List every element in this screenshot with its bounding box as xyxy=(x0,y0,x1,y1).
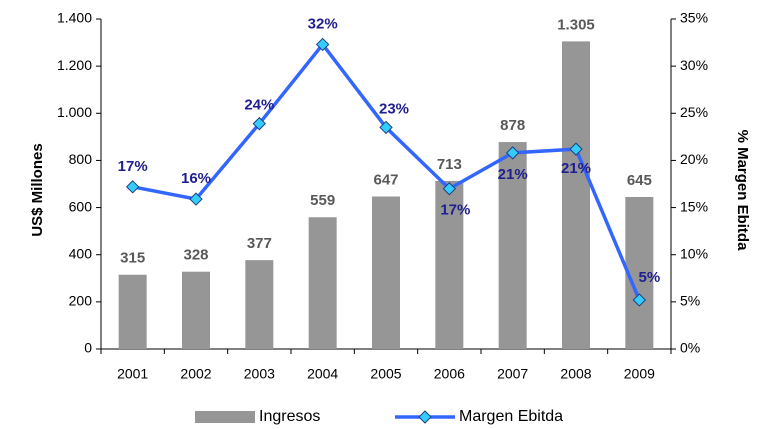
bar xyxy=(118,274,147,349)
y2-tick-label: 30% xyxy=(680,57,708,73)
x-tick-label: 2004 xyxy=(307,366,338,382)
bar xyxy=(498,142,527,349)
x-tick-label: 2009 xyxy=(624,366,655,382)
y-tick-label: 1.000 xyxy=(57,104,92,120)
bar-value-label: 328 xyxy=(183,247,208,264)
y-tick-label: 0 xyxy=(84,340,92,356)
x-tick-label: 2006 xyxy=(434,366,465,382)
x-tick-label: 2008 xyxy=(560,366,591,382)
y2-tick-label: 0% xyxy=(680,340,700,356)
line-marker xyxy=(569,142,583,156)
line-value-label: 5% xyxy=(638,269,660,286)
legend-label: Margen Ebitda xyxy=(459,408,563,425)
line-value-label: 16% xyxy=(181,170,211,187)
y2-tick-label: 10% xyxy=(680,245,708,261)
line-marker xyxy=(379,120,393,135)
y-tick-label: 400 xyxy=(69,245,93,261)
legend-swatch xyxy=(195,411,255,423)
y-tick-label: 800 xyxy=(69,151,93,167)
bar xyxy=(245,260,274,349)
legend-marker xyxy=(418,410,432,424)
y-tick-label: 200 xyxy=(69,293,93,309)
bar-value-label: 645 xyxy=(627,172,652,189)
y-tick-label: 1.400 xyxy=(57,10,92,26)
bar-value-label: 315 xyxy=(120,250,145,267)
bar xyxy=(625,196,654,349)
x-tick-label: 2007 xyxy=(497,366,528,382)
x-tick-label: 2005 xyxy=(370,366,401,382)
y-axis-label: US$ Millones xyxy=(29,143,46,236)
line-marker xyxy=(505,146,520,160)
x-tick-label: 2003 xyxy=(244,366,275,382)
line-value-label: 21% xyxy=(498,166,528,183)
bar xyxy=(308,217,337,349)
line-marker xyxy=(315,37,330,52)
bar-value-label: 1.305 xyxy=(557,16,595,33)
y2-tick-label: 35% xyxy=(680,10,708,26)
line-value-label: 24% xyxy=(244,97,274,114)
line-marker xyxy=(442,182,457,196)
bar-value-label: 559 xyxy=(310,192,335,209)
bar xyxy=(435,180,464,349)
line-marker xyxy=(632,293,647,307)
bar-value-label: 878 xyxy=(500,117,525,134)
bar-value-label: 713 xyxy=(437,156,462,173)
x-tick-label: 2002 xyxy=(180,366,211,382)
line-value-label: 32% xyxy=(308,15,338,32)
bar xyxy=(562,41,590,350)
legend-label: Ingresos xyxy=(259,408,320,425)
y-tick-label: 1.200 xyxy=(57,57,92,73)
line-value-label: 17% xyxy=(440,202,470,219)
line-value-label: 23% xyxy=(379,100,409,117)
y2-tick-label: 20% xyxy=(680,151,708,167)
bar xyxy=(372,196,400,349)
y2-axis-label: % Margen Ebitda xyxy=(734,130,751,252)
y2-tick-label: 25% xyxy=(680,104,708,120)
line-value-label: 21% xyxy=(561,160,591,177)
y2-tick-label: 5% xyxy=(680,293,700,309)
bar xyxy=(182,271,210,349)
y-tick-label: 600 xyxy=(69,198,93,214)
x-tick-label: 2001 xyxy=(117,366,148,382)
line-value-label: 17% xyxy=(118,158,148,175)
bar-value-label: 377 xyxy=(247,235,272,252)
line-marker xyxy=(252,116,267,131)
line-marker xyxy=(125,180,140,194)
bar-value-label: 647 xyxy=(373,171,398,188)
y2-tick-label: 15% xyxy=(680,198,708,214)
line-marker xyxy=(189,192,203,206)
